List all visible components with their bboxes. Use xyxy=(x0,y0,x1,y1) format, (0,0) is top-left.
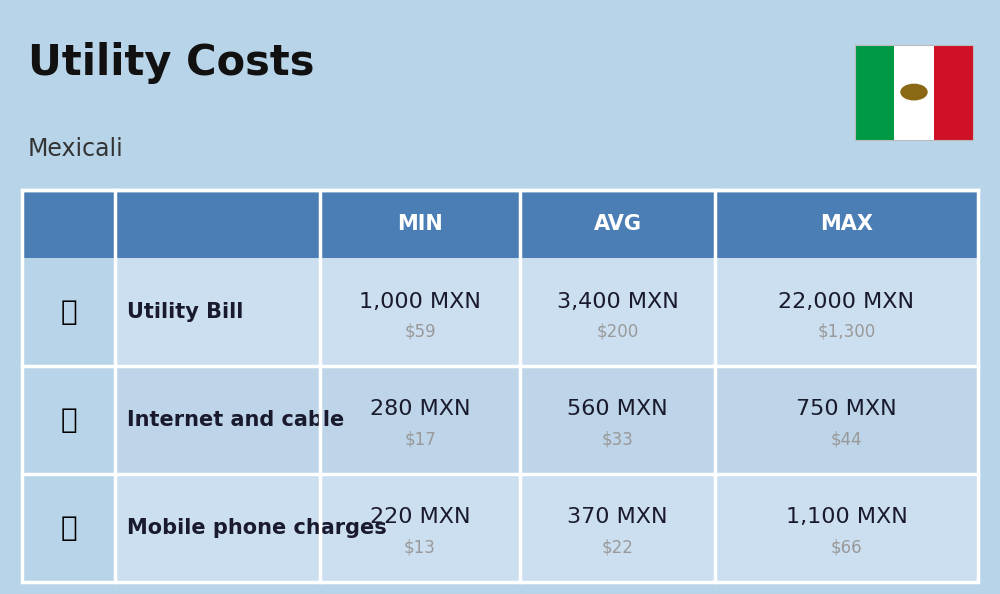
Bar xyxy=(22,366,978,474)
Bar xyxy=(894,45,934,140)
Text: Mexicali: Mexicali xyxy=(28,137,124,160)
Bar xyxy=(22,366,115,474)
Text: 1,100 MXN: 1,100 MXN xyxy=(786,507,907,527)
Text: 750 MXN: 750 MXN xyxy=(796,399,897,419)
Text: 📶: 📶 xyxy=(60,406,77,434)
Bar xyxy=(22,190,978,258)
Bar xyxy=(22,258,978,366)
Bar xyxy=(934,45,973,140)
Text: $59: $59 xyxy=(404,323,436,341)
Text: 560 MXN: 560 MXN xyxy=(567,399,668,419)
Text: $33: $33 xyxy=(602,431,633,448)
Text: Mobile phone charges: Mobile phone charges xyxy=(127,518,387,538)
Text: 280 MXN: 280 MXN xyxy=(370,399,470,419)
Bar xyxy=(22,258,115,366)
Bar xyxy=(22,474,978,582)
Text: 220 MXN: 220 MXN xyxy=(370,507,470,527)
Text: Internet and cable: Internet and cable xyxy=(127,410,344,430)
Text: MIN: MIN xyxy=(397,214,443,234)
Text: $1,300: $1,300 xyxy=(817,323,876,341)
Circle shape xyxy=(901,84,927,100)
Text: 📱: 📱 xyxy=(60,514,77,542)
Text: $200: $200 xyxy=(596,323,639,341)
Bar xyxy=(855,45,973,140)
Text: 22,000 MXN: 22,000 MXN xyxy=(778,292,914,312)
Text: 3,400 MXN: 3,400 MXN xyxy=(557,292,678,312)
Text: $44: $44 xyxy=(831,431,862,448)
Bar xyxy=(855,45,894,140)
Text: MAX: MAX xyxy=(820,214,873,234)
Bar xyxy=(22,190,978,582)
Text: $17: $17 xyxy=(404,431,436,448)
Bar xyxy=(22,474,115,582)
Text: Utility Bill: Utility Bill xyxy=(127,302,243,323)
Text: Utility Costs: Utility Costs xyxy=(28,42,314,84)
Text: 1,000 MXN: 1,000 MXN xyxy=(359,292,481,312)
Text: $66: $66 xyxy=(831,539,862,557)
Text: $22: $22 xyxy=(602,539,633,557)
Text: 370 MXN: 370 MXN xyxy=(567,507,668,527)
Text: 🔌: 🔌 xyxy=(60,298,77,326)
Text: $13: $13 xyxy=(404,539,436,557)
Text: AVG: AVG xyxy=(593,214,641,234)
